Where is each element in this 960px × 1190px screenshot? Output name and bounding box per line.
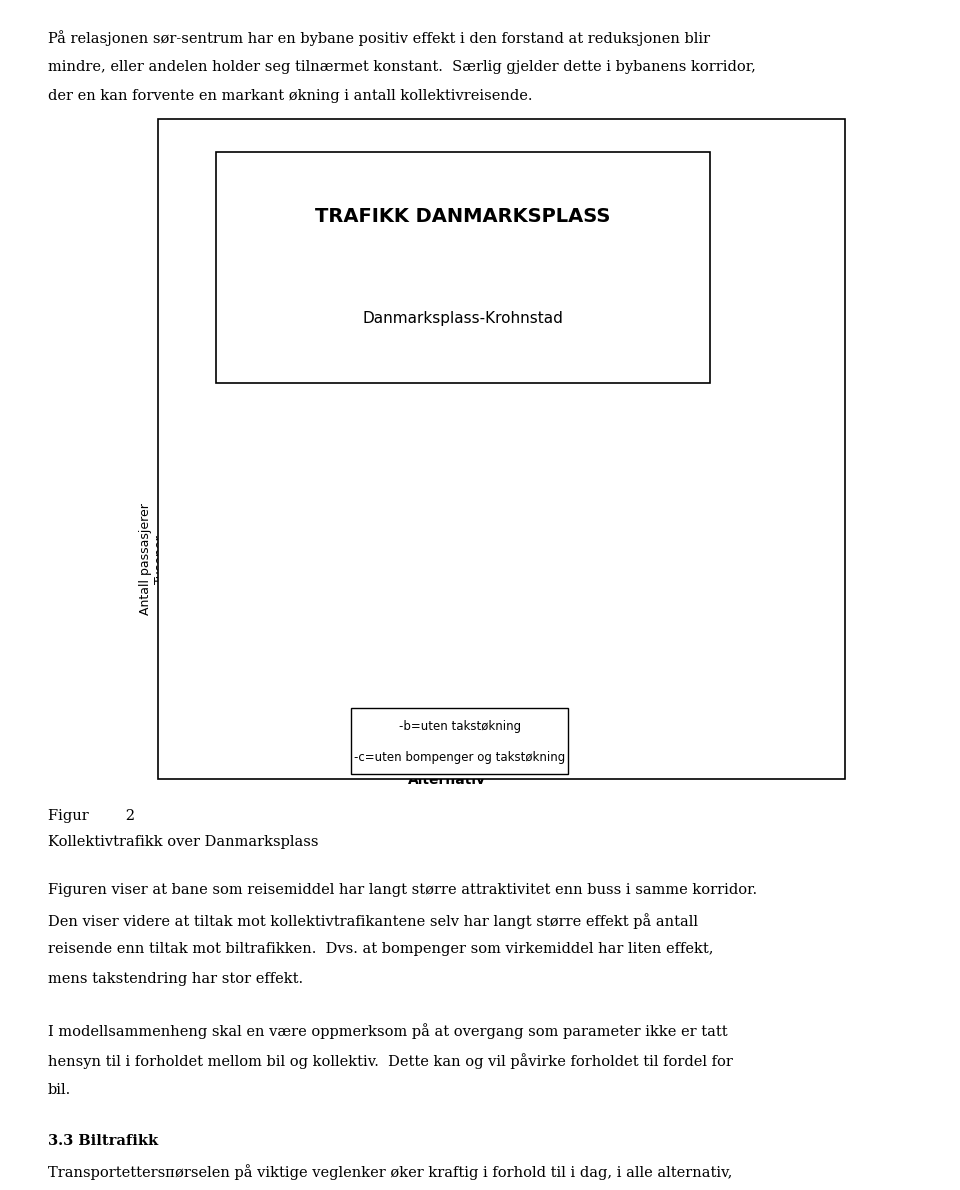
Bar (403, 512, 439, 605)
Bar (301, 512, 337, 601)
Bar (454, 512, 490, 605)
Text: TRAFIKK DANMARKSPLASS: TRAFIKK DANMARKSPLASS (316, 207, 611, 226)
Bar (557, 664, 592, 678)
Text: I modellsammenheng skal en være oppmerksom på at overgang som parameter ikke er : I modellsammenheng skal en være oppmerks… (48, 1023, 728, 1039)
Text: mens takstendring har stor effekt.: mens takstendring har stor effekt. (48, 972, 303, 987)
Bar (608, 681, 643, 738)
Text: Kollektivtrafikk over Danmarksplass: Kollektivtrafikk over Danmarksplass (48, 835, 319, 850)
Bar (608, 440, 643, 669)
Text: mindre, eller andelen holder seg tilnærmet konstant.  Særlig gjelder dette i byb: mindre, eller andelen holder seg tilnærm… (48, 60, 756, 74)
Bar (454, 605, 490, 738)
Text: Den viser videre at tiltak mot kollektivtrafikantene selv har langt større effek: Den viser videre at tiltak mot kollektiv… (48, 913, 698, 928)
Text: Transportettersпørselen på viktige veglenker øker kraftig i forhold til i dag, i: Transportettersпørselen på viktige vegle… (48, 1164, 732, 1179)
Text: 3.3 Biltrafikk: 3.3 Biltrafikk (48, 1134, 158, 1148)
Text: bil.: bil. (48, 1083, 71, 1097)
Text: Alternativ: Alternativ (408, 774, 486, 788)
Text: reisende enn tiltak mot biltrafikken.  Dvs. at bompenger som virkemiddel har lit: reisende enn tiltak mot biltrafikken. Dv… (48, 942, 713, 957)
Text: Danmarksplass-Krohnstad: Danmarksplass-Krohnstad (363, 311, 564, 326)
Bar (505, 500, 541, 681)
Bar (352, 621, 388, 738)
Text: Figur        2: Figur 2 (48, 809, 135, 823)
Bar (352, 564, 388, 621)
Bar (505, 690, 541, 738)
Bar (557, 432, 592, 664)
Bar (301, 601, 337, 738)
Text: Antall passasjerer
Tusener: Antall passasjerer Tusener (138, 503, 167, 615)
Text: der en kan forvente en markant økning i antall kollektivreisende.: der en kan forvente en markant økning i … (48, 89, 533, 104)
Bar (505, 681, 541, 690)
Text: hensyn til i forholdet mellom bil og kollektiv.  Dette kan og vil påvirke forhol: hensyn til i forholdet mellom bil og kol… (48, 1053, 732, 1069)
Text: -c=uten bompenger og takstøkning: -c=uten bompenger og takstøkning (354, 751, 565, 764)
Bar (403, 605, 439, 738)
Bar (557, 678, 592, 738)
Bar (250, 530, 286, 738)
Text: -b=uten takstøkning: -b=uten takstøkning (398, 720, 520, 733)
Legend: Ord.buss, Express, Bane: Ord.buss, Express, Bane (686, 508, 802, 612)
Bar (608, 669, 643, 681)
Text: På relasjonen sør-sentrum har en bybane positiv effekt i den forstand at reduksj: På relasjonen sør-sentrum har en bybane … (48, 30, 710, 45)
Text: Figuren viser at bane som reisemiddel har langt større attraktivitet enn buss i : Figuren viser at bane som reisemiddel ha… (48, 883, 757, 897)
